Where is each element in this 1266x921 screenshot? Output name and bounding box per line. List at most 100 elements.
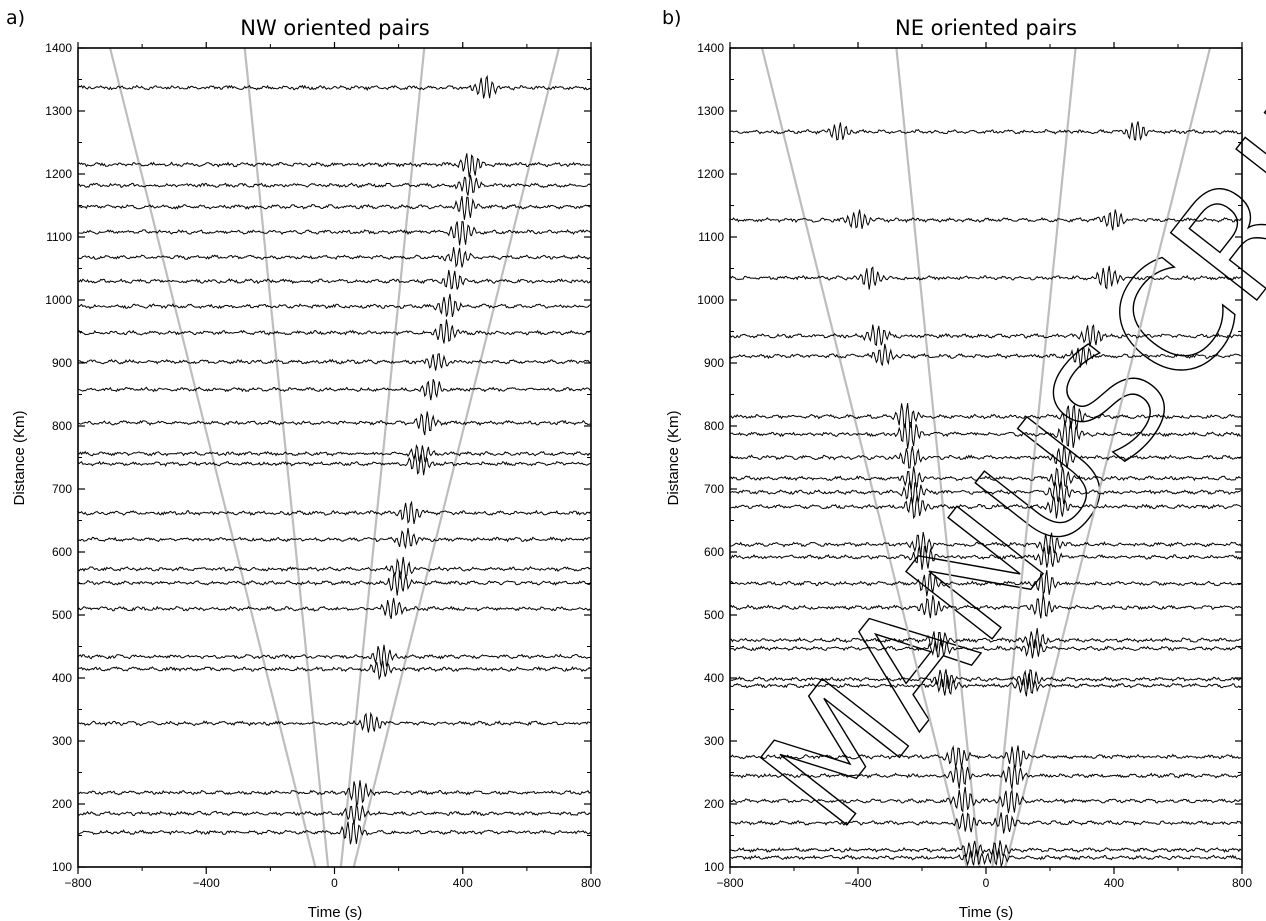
y-tick-label: 600 [52, 545, 72, 559]
seismic-trace [77, 660, 591, 681]
seismic-trace [729, 532, 1242, 557]
moveout-lines [760, 47, 1212, 868]
x-tick-label: −800 [64, 876, 91, 890]
trace-group [77, 74, 591, 845]
seismic-trace [729, 121, 1242, 141]
y-tick-label: 600 [704, 545, 724, 559]
y-tick-label: 200 [704, 797, 724, 811]
x-axis-label: Time (s) [308, 904, 362, 921]
x-tick-label: 400 [453, 876, 473, 890]
seismic-trace [77, 570, 591, 596]
seismic-trace [729, 343, 1242, 368]
seismic-trace [77, 293, 591, 318]
seismic-trace [729, 495, 1242, 520]
moveout-line [895, 47, 981, 868]
seismic-trace [77, 247, 591, 268]
y-tick-label: 500 [704, 608, 724, 622]
y-tick-label: 100 [704, 860, 724, 874]
x-tick-label: −400 [193, 876, 220, 890]
seismic-trace [77, 379, 591, 401]
y-tick-label: 1300 [45, 104, 72, 118]
y-tick-label: 700 [704, 482, 724, 496]
seismic-trace [729, 744, 1242, 769]
y-tick-label: 200 [52, 797, 72, 811]
seismic-trace [77, 556, 591, 580]
axes-frame: 100 200 300 400 500 600 700 800 900 1000 1100 1200 1… [697, 41, 1252, 890]
trace-group [729, 121, 1242, 868]
seismic-trace [729, 786, 1242, 814]
moveout-line [991, 47, 1077, 868]
moveout-line [1004, 47, 1212, 868]
x-tick-label: 0 [983, 876, 990, 890]
moveout-line [760, 47, 968, 868]
seismic-trace [729, 812, 1242, 834]
y-tick-label: 500 [52, 608, 72, 622]
x-tick-label: 800 [581, 876, 601, 890]
y-tick-label: 1200 [45, 167, 72, 181]
y-tick-label: 800 [52, 419, 72, 433]
seismic-trace [77, 220, 591, 246]
seismic-trace [77, 153, 591, 178]
seismic-trace [730, 840, 1242, 859]
moveout-line [339, 47, 426, 868]
x-tick-label: −400 [844, 876, 871, 890]
seismic-trace [729, 209, 1242, 231]
seismic-trace [77, 780, 591, 805]
y-tick-label: 800 [704, 419, 724, 433]
y-axis-label: Distance (Km) [11, 410, 28, 505]
moveout-line [243, 47, 330, 868]
panel-letter: a) [6, 7, 25, 29]
seismic-trace [729, 420, 1242, 449]
seismic-trace [77, 803, 591, 825]
y-tick-label: 900 [704, 356, 724, 370]
y-tick-label: 900 [52, 356, 72, 370]
y-tick-label: 1100 [46, 230, 72, 244]
y-tick-label: 1000 [697, 293, 724, 307]
x-tick-label: −800 [716, 876, 743, 890]
seismic-trace [77, 597, 591, 619]
y-axis-label: Distance (Km) [665, 410, 682, 505]
seismic-trace [77, 453, 591, 476]
seismic-trace [729, 323, 1242, 347]
y-tick-label: 1400 [697, 41, 724, 55]
y-tick-label: 700 [52, 482, 72, 496]
seismic-trace [729, 445, 1242, 469]
seismic-trace [77, 411, 591, 436]
seismic-trace [729, 669, 1242, 690]
seismic-trace [77, 174, 591, 196]
seismic-trace [77, 319, 591, 344]
y-tick-label: 300 [52, 734, 72, 748]
seismic-trace [729, 570, 1242, 597]
seismic-trace [730, 673, 1242, 697]
watermark-text: MANUSCRIPT [729, 0, 1266, 859]
x-tick-label: 800 [1232, 876, 1252, 890]
seismic-trace [729, 466, 1242, 491]
panel-letter: b) [662, 7, 681, 29]
axes-frame: 100 200 300 400 500 600 700 800 900 1000 1100 1200 1… [45, 41, 601, 890]
y-tick-label: 1200 [697, 167, 724, 181]
moveout-line [108, 47, 317, 868]
y-tick-label: 400 [52, 671, 72, 685]
x-tick-label: 0 [331, 876, 338, 890]
moveout-line [352, 47, 561, 868]
seismic-trace [729, 594, 1242, 619]
seismic-trace [77, 711, 591, 733]
panel-a: a) NW oriented pairs Time (s) Distance (… [6, 7, 601, 921]
y-tick-label: 1100 [698, 230, 724, 244]
seismic-trace [729, 480, 1242, 505]
x-axis-label: Time (s) [959, 904, 1013, 921]
seismic-trace [729, 638, 1242, 659]
seismic-trace [77, 195, 591, 220]
plot-frame [77, 47, 592, 868]
x-tick-label: 400 [1104, 876, 1124, 890]
seismic-trace [77, 74, 591, 99]
y-tick-label: 100 [52, 860, 72, 874]
y-tick-label: 1000 [45, 293, 72, 307]
y-tick-label: 400 [704, 671, 724, 685]
seismic-trace [729, 265, 1242, 290]
seismic-trace [78, 353, 591, 371]
chart-title: NW oriented pairs [240, 16, 429, 40]
moveout-lines [108, 47, 561, 868]
seismic-trace [729, 847, 1242, 868]
